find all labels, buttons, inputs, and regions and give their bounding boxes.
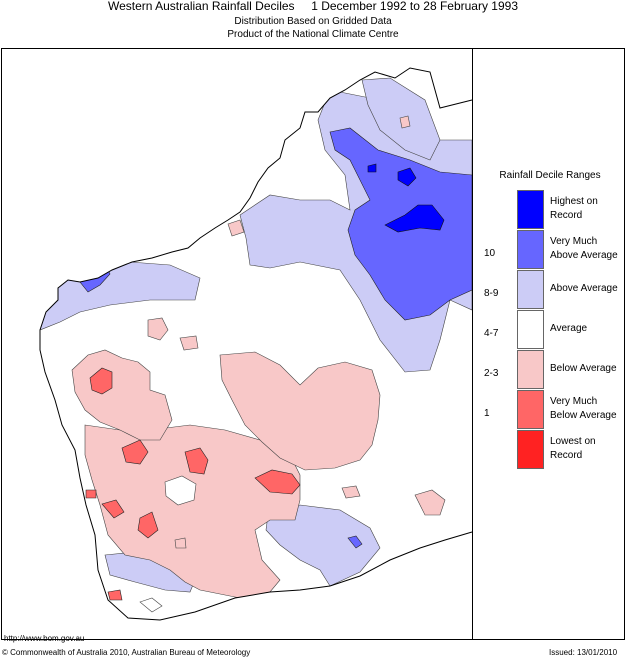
legend-label-line-1: Average <box>550 323 588 334</box>
map-legend-divider <box>472 48 473 640</box>
legend-label: Highest on Record <box>550 195 624 223</box>
legend-label-line-1: Below Average <box>550 363 617 374</box>
below-average-region-small-4 <box>399 115 411 129</box>
below-average-region-small-6 <box>341 485 361 499</box>
legend-label-line-1: Very Much <box>550 396 598 407</box>
below-average-region-small-7 <box>174 537 187 549</box>
legend-title: Rainfall Decile Ranges <box>499 170 601 181</box>
below-average-region-small-5 <box>414 489 446 516</box>
legend-range: 4-7 <box>484 328 499 339</box>
footer-copyright: © Commonwealth of Australia 2010, Austra… <box>2 648 251 657</box>
legend-label: Below Average <box>550 362 624 376</box>
very-much-below-region-6 <box>101 499 125 519</box>
legend-range: 2-3 <box>484 368 499 379</box>
legend-range: 1 <box>484 408 490 419</box>
legend-label-line-1: Highest on <box>550 196 598 207</box>
legend-label-line-2: Record <box>550 210 583 221</box>
legend-label-line-2: Record <box>550 450 583 461</box>
legend-swatch <box>517 390 544 429</box>
below-average-region-small-3 <box>227 219 245 237</box>
very-much-below-region-5 <box>137 511 159 539</box>
wa-coastline <box>39 67 473 621</box>
legend-label: Lowest on Record <box>550 435 624 463</box>
average-hole-1 <box>164 475 197 506</box>
legend-swatch <box>517 270 544 309</box>
legend-label-line-1: Lowest on <box>550 436 596 447</box>
highest-record-region-3 <box>367 163 377 173</box>
legend-label: Very Much Above Average <box>550 235 624 263</box>
legend-label-line-1: Very Much <box>550 236 598 247</box>
subtitle-product: Product of the National Climate Centre <box>227 29 399 40</box>
legend-swatch <box>517 190 544 229</box>
legend-label: Average <box>550 322 624 336</box>
below-average-region-main <box>84 424 301 599</box>
subtitle-distribution: Distribution Based on Gridded Data <box>234 16 392 27</box>
legend-label-line-1: Above Average <box>550 283 618 294</box>
legend-swatch <box>517 310 544 349</box>
below-average-region-small-2 <box>179 335 199 351</box>
legend-swatch <box>517 350 544 389</box>
below-average-region-central <box>219 351 381 471</box>
legend-label-line-2: Below Average <box>550 410 617 421</box>
map-frame <box>1 48 625 640</box>
map-title: Western Australian Rainfall Deciles 1 De… <box>0 0 626 13</box>
footer-issued: Issued: 13/01/2010 <box>549 648 618 657</box>
title-period: 1 December 1992 to 28 February 1993 <box>311 0 518 13</box>
decile-regions <box>40 77 472 613</box>
very-much-above-region-south <box>347 535 363 549</box>
highest-record-region-1 <box>384 204 445 233</box>
legend-label-line-2: Above Average <box>550 250 618 261</box>
legend-label: Very Much Below Average <box>550 395 624 423</box>
legend-swatch <box>517 430 544 469</box>
below-average-region-small-1 <box>147 317 169 341</box>
very-much-below-region-8 <box>85 489 97 499</box>
highest-record-region-2 <box>397 167 417 187</box>
very-much-below-region-1 <box>89 367 113 395</box>
legend-swatch <box>517 230 544 269</box>
very-much-below-region-7 <box>107 589 123 601</box>
above-average-region-southeast <box>265 504 381 587</box>
footer-url[interactable]: http://www.bom.gov.au <box>4 634 85 643</box>
very-much-below-region-4 <box>121 439 149 465</box>
legend-label: Above Average <box>550 282 624 296</box>
very-much-below-region-2 <box>254 469 301 495</box>
average-hole-2 <box>139 597 163 613</box>
very-much-below-region-3 <box>184 447 209 475</box>
legend-range: 10 <box>484 248 496 259</box>
title-main: Western Australian Rainfall Deciles <box>108 0 295 13</box>
legend-range: 8-9 <box>484 288 499 299</box>
